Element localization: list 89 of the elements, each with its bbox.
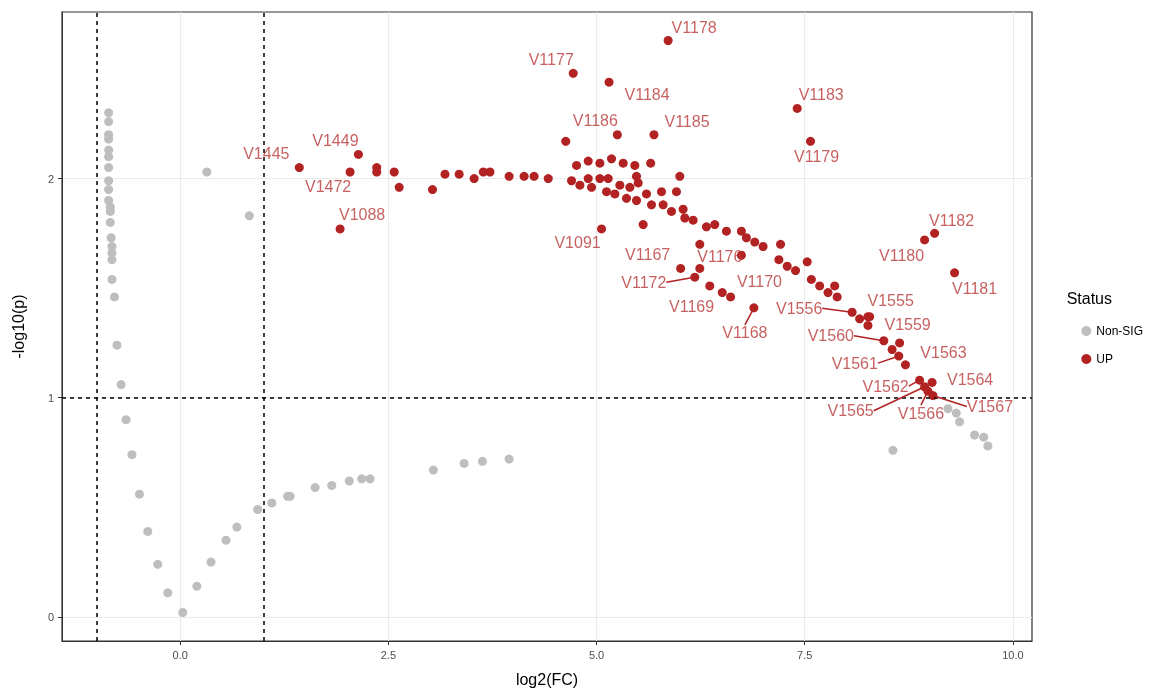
point <box>153 559 163 569</box>
point <box>310 483 320 493</box>
point <box>344 476 354 486</box>
point <box>327 480 337 490</box>
point <box>232 522 242 532</box>
annotation: V1561 <box>831 354 879 372</box>
point <box>206 557 216 567</box>
annotation: V1178 <box>671 18 717 36</box>
x-tick-label: 7.5 <box>797 648 813 661</box>
annotation: V1563 <box>920 344 967 362</box>
x-tick-label: 10.0 <box>1002 648 1024 661</box>
annotation: V1179 <box>793 147 840 165</box>
point <box>979 432 989 442</box>
annotation: V1564 <box>946 370 994 388</box>
x-tick-label: 0.0 <box>172 648 188 661</box>
annotation: V1167 <box>625 245 671 263</box>
point <box>888 445 898 455</box>
annotation: V1186 <box>572 112 618 130</box>
annotation: V1559 <box>884 316 931 334</box>
point <box>127 450 137 460</box>
point <box>459 458 469 468</box>
annotation: V1560 <box>807 327 855 345</box>
annotation: V1177 <box>528 50 574 68</box>
y-axis-title: -log10(p) <box>9 294 27 359</box>
point <box>143 526 153 536</box>
point <box>428 465 438 475</box>
point <box>357 474 367 484</box>
annotation: V1565 <box>827 402 874 420</box>
point <box>267 498 277 508</box>
annotation: V1169 <box>669 298 715 316</box>
point <box>104 185 114 195</box>
annotation: V1181 <box>952 280 998 298</box>
point <box>202 167 212 177</box>
annotation: V1176 <box>697 247 743 265</box>
legend-label: Non-SIG <box>1096 324 1144 338</box>
point <box>104 117 114 127</box>
annotation: V1449 <box>312 131 359 149</box>
point <box>104 152 114 162</box>
annotation: V1088 <box>338 206 386 224</box>
point <box>104 176 114 186</box>
annotation: V1556 <box>776 299 823 317</box>
x-axis-title: log2(FC) <box>515 670 579 688</box>
point <box>107 255 117 265</box>
point <box>107 274 117 284</box>
point <box>244 211 254 221</box>
annotation: V1184 <box>624 85 670 103</box>
point <box>365 474 375 484</box>
y-tick-label: 1 <box>47 391 54 404</box>
point <box>106 233 116 243</box>
point <box>192 581 202 591</box>
x-tick-label: 2.5 <box>380 648 397 661</box>
point <box>970 430 980 440</box>
point <box>221 535 231 545</box>
point <box>116 380 126 390</box>
point <box>104 163 114 173</box>
annotation: V1183 <box>798 85 844 103</box>
annotation: V1172 <box>621 273 667 291</box>
annotation: V1170 <box>736 272 783 290</box>
annotation: V1182 <box>929 211 975 229</box>
annotation: V1168 <box>722 324 768 342</box>
point <box>112 340 122 350</box>
point <box>134 489 144 499</box>
annotation: V1091 <box>554 234 601 252</box>
annotation: V1567 <box>966 398 1014 416</box>
point <box>983 441 993 451</box>
y-tick-label: 0 <box>47 610 54 623</box>
annotation: V1562 <box>862 377 909 395</box>
y-tick-label: 2 <box>47 172 54 185</box>
annotation: V1445 <box>243 145 290 163</box>
point <box>951 408 961 418</box>
legend-label: UP <box>1096 352 1113 366</box>
point <box>178 608 188 618</box>
annotation: V1566 <box>897 404 945 422</box>
point <box>253 505 263 514</box>
x-tick-label: 5.0 <box>588 648 605 661</box>
annotation: V1180 <box>879 247 925 265</box>
point <box>105 217 115 227</box>
legend-title: Status <box>1066 289 1112 307</box>
point <box>955 417 965 427</box>
point <box>477 456 487 466</box>
annotation: V1185 <box>664 113 710 131</box>
point <box>943 404 953 414</box>
point <box>163 588 173 598</box>
annotation: V1555 <box>867 292 914 310</box>
point <box>121 415 131 425</box>
point <box>104 108 114 118</box>
point <box>109 292 119 302</box>
point <box>504 454 514 464</box>
annotation: V1472 <box>304 178 352 196</box>
